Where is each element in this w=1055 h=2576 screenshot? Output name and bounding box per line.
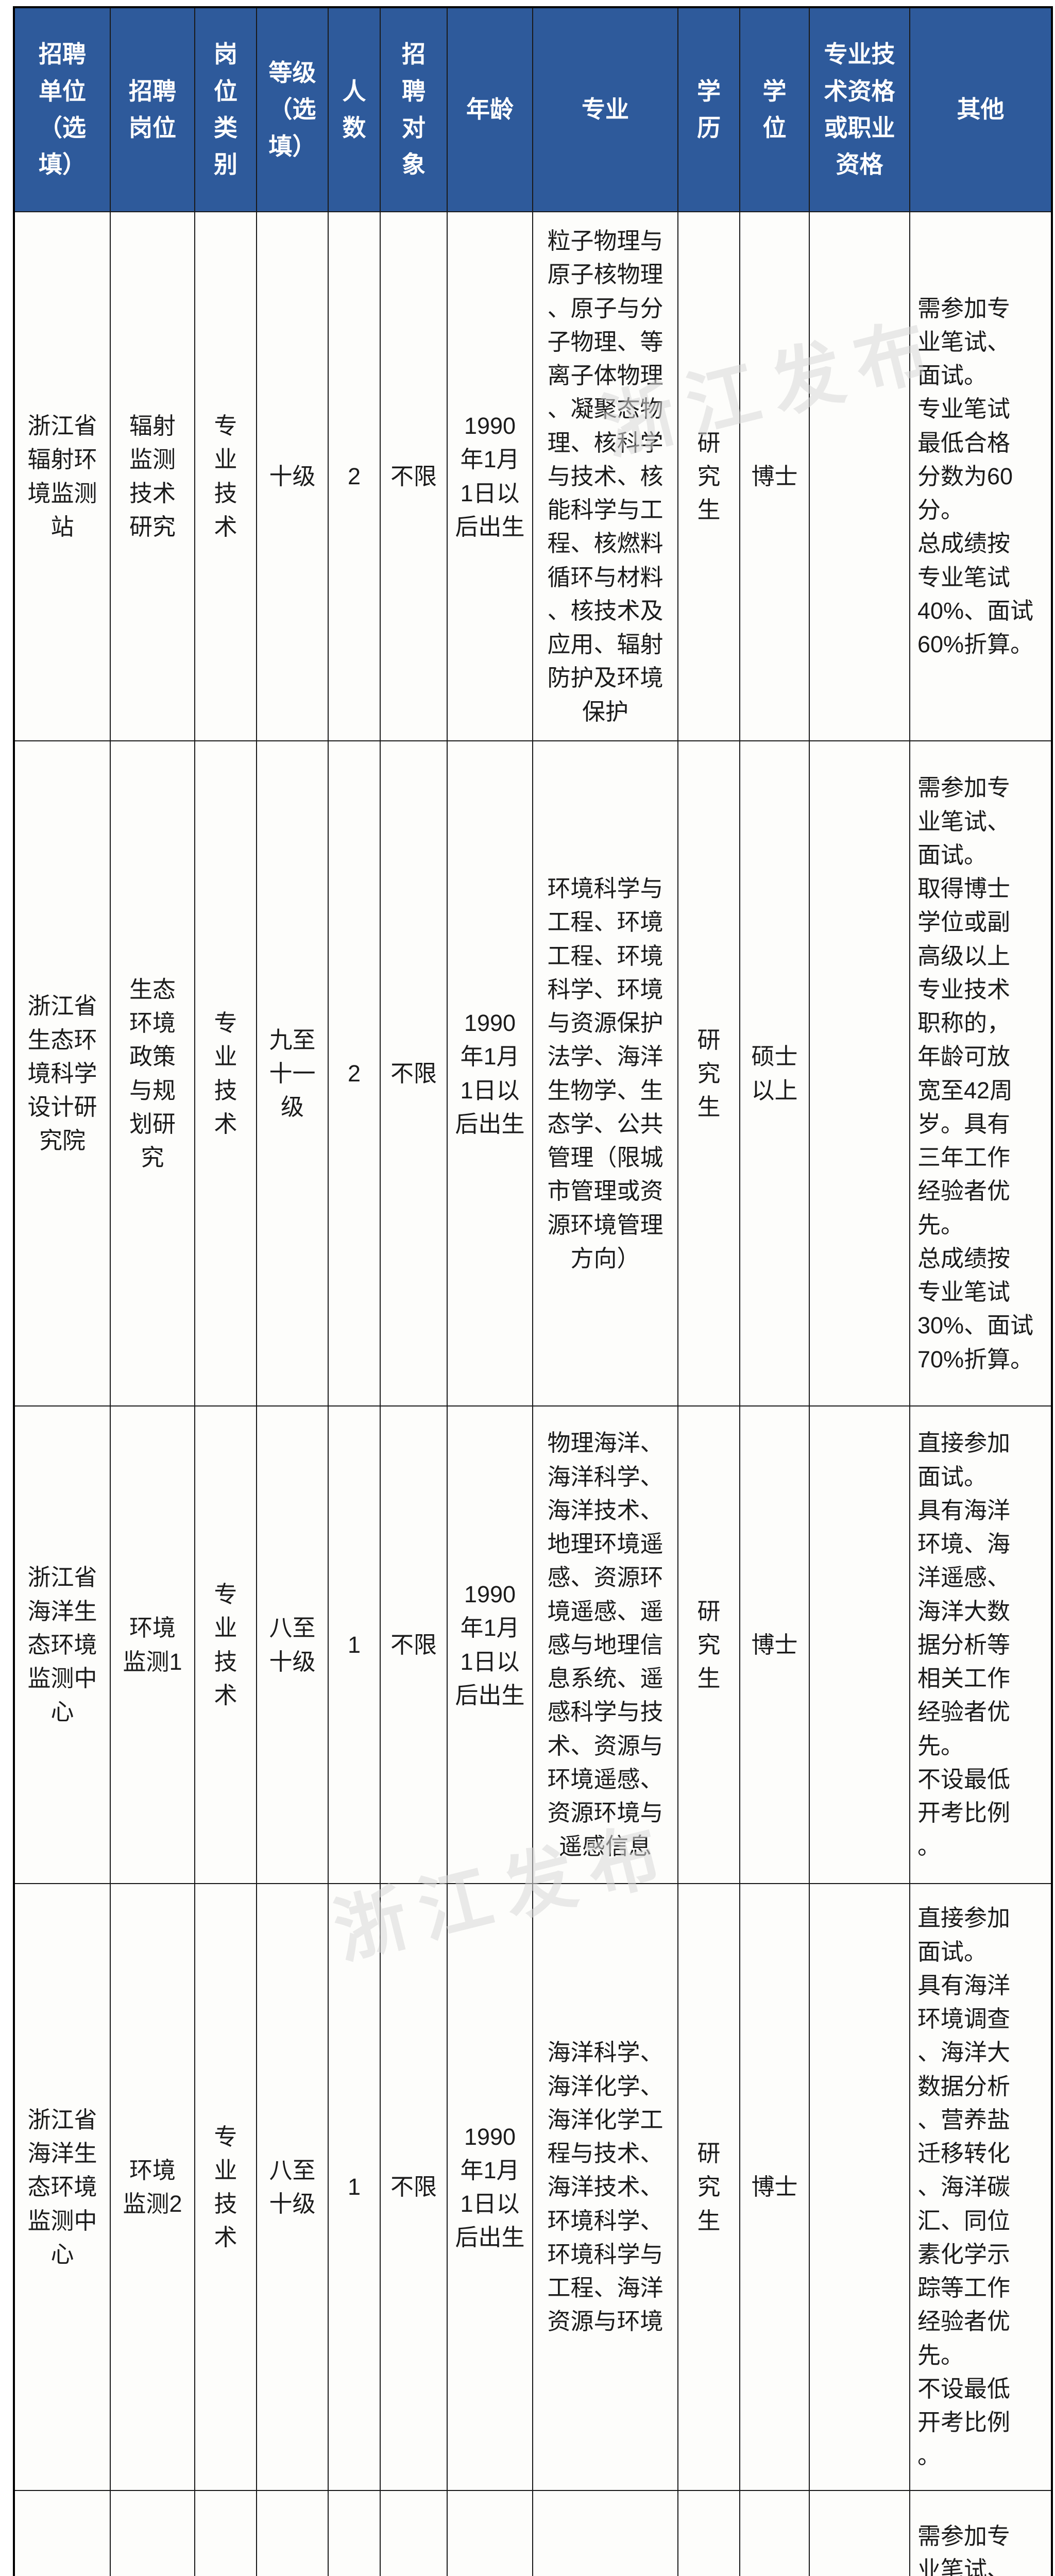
cell-category: 专 业 技 术 — [195, 1884, 257, 2491]
cell-unit: 浙江省 辐射环 境监测 站 — [15, 212, 111, 741]
cell-qualification — [810, 1406, 910, 1884]
cell-target: 不限 — [381, 1884, 448, 2491]
cell-degree: 硕士 以上 — [740, 2491, 810, 2576]
cell-age: 1990 年1月 1日以 后出生 — [448, 212, 533, 741]
cell-major: 物理海洋、 海洋科学、 海洋技术、 地理环境遥 感、资源环 境遥感、遥 感与地理… — [533, 1406, 678, 1884]
header-other: 其他 — [910, 8, 1051, 212]
cell-category: 专 业 技 术 — [195, 741, 257, 1406]
header-age: 年龄 — [448, 8, 533, 212]
header-qualification: 专业技 术资格 或职业 资格 — [810, 8, 910, 212]
header-count: 人 数 — [329, 8, 381, 212]
cell-major: 分析化学、 应用化学 （分析方 向）、环境 化学 — [533, 2491, 678, 2576]
cell-degree: 博士 — [740, 1884, 810, 2491]
cell-other: 需参加专 业笔试、 面试。 具备有机 质谱仪器 分析经验 者优先。 总成绩按 专… — [917, 2522, 1011, 2576]
cell-education: 研 究 生 — [678, 2491, 740, 2576]
cell-unit: 浙江省 海洋生 态环境 监测中 心 — [15, 1884, 111, 2491]
cell-degree: 博士 — [740, 212, 810, 741]
cell-qualification — [810, 741, 910, 1406]
cell-category: 专 业 技 术 — [195, 2491, 257, 2576]
cell-grade: 八至 十一 级 — [257, 2491, 329, 2576]
cell-grade: 八至 十级 — [257, 1884, 329, 2491]
cell-education: 研 究 生 — [678, 212, 740, 741]
cell-post: 环境 监测3 — [111, 2491, 195, 2576]
cell-major: 粒子物理与 原子核物理 、原子与分 子物理、等 离子体物理 、凝聚态物 理、核科… — [533, 212, 678, 741]
cell-qualification — [810, 2491, 910, 2576]
cell-other: 直接参加 面试。 具有海洋 环境调查 、海洋大 数据分析 、营养盐 迁移转化 、… — [910, 1884, 1051, 2491]
cell-count: 1 — [329, 2491, 381, 2576]
cell-grade: 九至 十一 级 — [257, 741, 329, 1406]
cell-qualification — [810, 212, 910, 741]
cell-education: 研 究 生 — [678, 1406, 740, 1884]
cell-education: 研 究 生 — [678, 1884, 740, 2491]
cell-age: 1990 年1月 1日以 后出生 — [448, 2491, 533, 2576]
cell-target: 不限 — [381, 1406, 448, 1884]
header-grade: 等级 （选 填） — [257, 8, 329, 212]
cell-post: 环境 监测2 — [111, 1884, 195, 2491]
header-degree: 学 位 — [740, 8, 810, 212]
cell-major: 环境科学与 工程、环境 工程、环境 科学、环境 与资源保护 法学、海洋 生物学、… — [533, 741, 678, 1406]
cell-count: 2 — [329, 212, 381, 741]
header-unit: 招聘 单位 （选 填） — [15, 8, 111, 212]
cell-age: 1990 年1月 1日以 后出生 — [448, 741, 533, 1406]
cell-post: 生态 环境 政策 与规 划研 究 — [111, 741, 195, 1406]
cell-category: 专 业 技 术 — [195, 1406, 257, 1884]
cell-grade: 八至 十级 — [257, 1406, 329, 1884]
cell-count: 1 — [329, 1884, 381, 2491]
cell-count: 1 — [329, 1406, 381, 1884]
header-education: 学 历 — [678, 8, 740, 212]
cell-major: 海洋科学、 海洋化学、 海洋化学工 程与技术、 海洋技术、 环境科学、 环境科学… — [533, 1884, 678, 2491]
recruitment-table: 招聘 单位 （选 填） 招聘 岗位 岗 位 类 别 等级 （选 填） 人 数 招… — [13, 6, 1053, 2576]
cell-other: 需参加专 业笔试、 面试。 取得博士 学位或副 高级以上 专业技术 职称的， 年… — [910, 741, 1051, 1406]
cell-unit: 浙江省 海洋生 态环境 监测中 心 — [15, 1406, 111, 1884]
cell-grade: 十级 — [257, 212, 329, 741]
cell-unit: 浙江省 生态环 境科学 设计研 究院 — [15, 741, 111, 1406]
cell-count: 2 — [329, 741, 381, 1406]
cell-age: 1990 年1月 1日以 后出生 — [448, 1884, 533, 2491]
header-post: 招聘 岗位 — [111, 8, 195, 212]
cell-degree: 硕士 以上 — [740, 741, 810, 1406]
cell-category: 专 业 技 术 — [195, 212, 257, 741]
header-major: 专业 — [533, 8, 678, 212]
cell-unit: 浙江省 海洋生 态环境 监测中 心 — [15, 2491, 111, 2576]
cell-other: 直接参加 面试。 具有海洋 环境、海 洋遥感、 海洋大数 据分析等 相关工作 经… — [910, 1406, 1051, 1884]
cell-target: 不限 — [381, 2491, 448, 2576]
cell-other: 需参加专 业笔试、 面试。 专业笔试 最低合格 分数为60 分。 总成绩按 专业… — [910, 212, 1051, 741]
cell-age: 1990 年1月 1日以 后出生 — [448, 1406, 533, 1884]
cell-post: 辐射 监测 技术 研究 — [111, 212, 195, 741]
cell-education: 研 究 生 — [678, 741, 740, 1406]
cell-target: 不限 — [381, 212, 448, 741]
header-category: 岗 位 类 别 — [195, 8, 257, 212]
cell-target: 不限 — [381, 741, 448, 1406]
cell-degree: 博士 — [740, 1406, 810, 1884]
cell-post: 环境 监测1 — [111, 1406, 195, 1884]
cell-qualification — [810, 1884, 910, 2491]
header-target: 招 聘 对 象 — [381, 8, 448, 212]
